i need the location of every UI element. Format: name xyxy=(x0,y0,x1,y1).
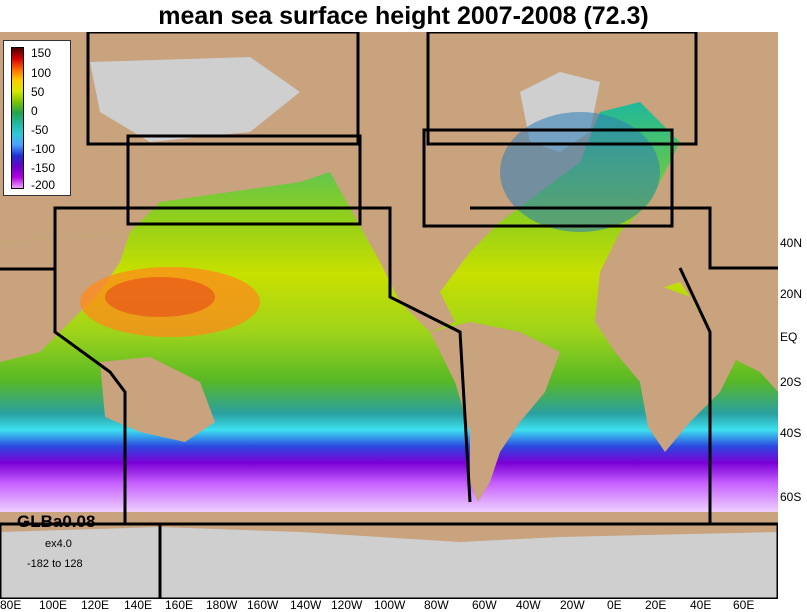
lon-label: 80W xyxy=(424,598,449,612)
lon-label: 60E xyxy=(733,598,755,612)
lon-label: 40W xyxy=(516,598,541,612)
lat-label: 20S xyxy=(780,375,802,389)
lon-label: 180W xyxy=(206,598,238,612)
sea-surface-height-map xyxy=(0,32,778,599)
lon-label: 40E xyxy=(690,598,712,612)
lat-label: 40S xyxy=(780,426,802,440)
legend-tick: 50 xyxy=(31,85,45,99)
lon-label: 60W xyxy=(472,598,497,612)
map-title: mean sea surface height 2007-2008 (72.3) xyxy=(158,2,649,30)
value-range: -182 to 128 xyxy=(27,558,83,570)
legend-tick: -200 xyxy=(31,178,56,192)
asia xyxy=(0,232,130,362)
lon-label: 120E xyxy=(81,598,110,612)
region-boundary-lines xyxy=(0,206,778,524)
longitude-axis: 80E 100E 120E 140E 160E 180W 160W 140W 1… xyxy=(0,599,807,612)
run-info: GLBa0.08 ex4.0 -182 to 128 xyxy=(5,512,125,572)
color-legend: 150 100 50 0 -50 -100 -150 -200 xyxy=(3,40,71,196)
lon-label: 120W xyxy=(331,598,363,612)
region-box-southwest xyxy=(0,522,162,599)
australia xyxy=(100,357,215,442)
legend-tick: 0 xyxy=(31,104,38,118)
lon-label: 80E xyxy=(0,598,22,612)
experiment-label: ex4.0 xyxy=(45,538,72,550)
legend-tick: -100 xyxy=(31,142,56,156)
lon-label: 0E xyxy=(607,598,622,612)
lon-label: 100W xyxy=(374,598,406,612)
lon-label: 20W xyxy=(560,598,585,612)
warm-pool-core xyxy=(105,277,215,317)
lon-label: 100E xyxy=(39,598,68,612)
africa xyxy=(595,272,740,452)
antarctica xyxy=(0,527,778,599)
region-box-north-atlantic xyxy=(422,128,674,228)
region-box-arctic-east xyxy=(426,32,698,146)
lat-label: 60S xyxy=(780,490,802,504)
lat-label: EQ xyxy=(780,330,798,344)
legend-tick: 150 xyxy=(31,46,52,60)
lon-label: 160E xyxy=(165,598,194,612)
arctic-ice-west xyxy=(90,57,300,142)
legend-tick: 100 xyxy=(31,66,52,80)
region-box-arctic-west xyxy=(86,32,360,146)
run-name: GLBa0.08 xyxy=(17,512,96,531)
lat-label: 20N xyxy=(780,287,803,301)
lat-label: 40N xyxy=(780,236,803,250)
lon-label: 140W xyxy=(290,598,322,612)
lon-label: 160W xyxy=(247,598,279,612)
lon-label: 140E xyxy=(124,598,153,612)
legend-tick: -50 xyxy=(31,123,49,137)
legend-colorbar xyxy=(11,47,24,189)
north-atlantic-low xyxy=(500,112,660,232)
lon-label: 20E xyxy=(645,598,667,612)
legend-tick: -150 xyxy=(31,161,56,175)
region-box-north-pacific xyxy=(126,134,362,226)
region-boxes xyxy=(0,32,778,599)
